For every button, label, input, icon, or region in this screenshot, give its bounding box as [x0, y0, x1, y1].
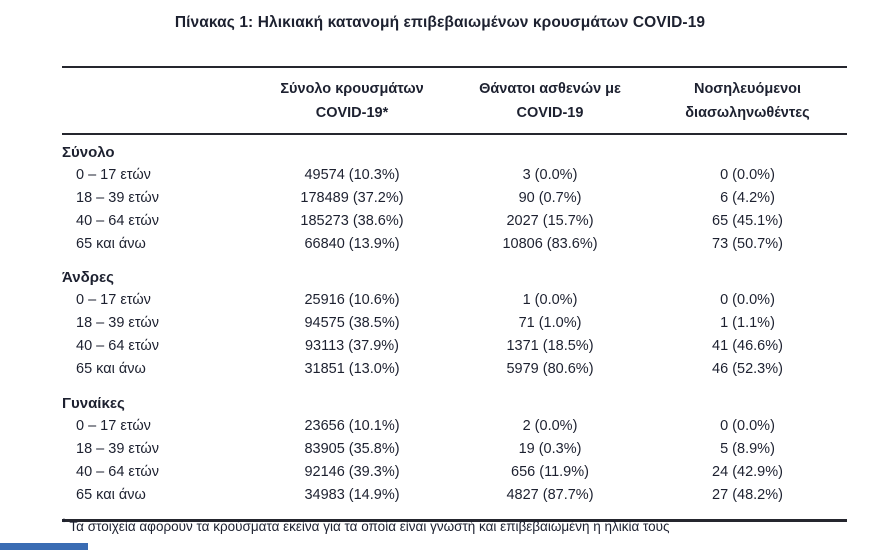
- footnote-text: Τα στοιχεία αφορούν τα κρούσματα εκείνα …: [69, 519, 670, 534]
- cases-value: 185273 (38.6%): [300, 213, 404, 229]
- cases-value: 83905 (35.8%): [304, 441, 400, 457]
- table-header-rule: [62, 133, 847, 135]
- age-label: 18 – 39 ετών: [76, 190, 159, 206]
- intubated-value: 6 (4.2%): [720, 190, 775, 206]
- table-row: 0 – 17 ετών 25916 (10.6%) 1 (0.0%) 0 (0.…: [62, 289, 847, 312]
- deaths-value: 1 (0.0%): [522, 292, 578, 308]
- column-header-intubated: Νοσηλευόμενοι διασωληνωθέντες: [648, 77, 847, 125]
- age-label: 18 – 39 ετών: [76, 441, 159, 457]
- intubated-value: 0 (0.0%): [720, 418, 775, 434]
- age-label: 0 – 17 ετών: [76, 167, 151, 183]
- cutoff-blue-band: [0, 543, 88, 550]
- footnote: * Τα στοιχεία αφορούν τα κρούσματα εκείν…: [62, 518, 847, 536]
- column-header-deaths-line2: COVID-19: [516, 105, 584, 121]
- deaths-value: 3 (0.0%): [522, 167, 578, 183]
- table-row: 65 και άνω 34983 (14.9%) 4827 (87.7%) 27…: [62, 484, 847, 507]
- age-label: 18 – 39 ετών: [76, 315, 159, 331]
- age-label: 0 – 17 ετών: [76, 292, 151, 308]
- covid-age-table: Σύνολο κρουσμάτων COVID-19* Θάνατοι ασθε…: [62, 66, 847, 522]
- table-row: 40 – 64 ετών 185273 (38.6%) 2027 (15.7%)…: [62, 210, 847, 233]
- table-body: Σύνολο 0 – 17 ετών 49574 (10.3%) 3 (0.0%…: [62, 141, 847, 519]
- age-label: 40 – 64 ετών: [76, 213, 159, 229]
- cases-value: 92146 (39.3%): [304, 464, 400, 480]
- table-header-row: Σύνολο κρουσμάτων COVID-19* Θάνατοι ασθε…: [62, 68, 847, 133]
- deaths-value: 71 (1.0%): [518, 315, 582, 331]
- table-bottom-rule: [62, 519, 847, 522]
- intubated-value: 24 (42.9%): [712, 464, 783, 480]
- deaths-value: 4827 (87.7%): [506, 487, 594, 503]
- intubated-value: 0 (0.0%): [720, 292, 775, 308]
- deaths-value: 19 (0.3%): [518, 441, 582, 457]
- column-header-intubated-line1: Νοσηλευόμενοι: [693, 81, 802, 97]
- deaths-value: 1371 (18.5%): [506, 338, 594, 354]
- column-header-intubated-line2: διασωληνωθέντες: [685, 105, 810, 121]
- deaths-value: 2 (0.0%): [522, 418, 578, 434]
- deaths-value: 5979 (80.6%): [506, 361, 594, 377]
- table-row: 65 και άνω 66840 (13.9%) 10806 (83.6%) 7…: [62, 233, 847, 256]
- header-spacer: [62, 77, 252, 125]
- cases-value: 31851 (13.0%): [304, 361, 400, 377]
- cases-value: 66840 (13.9%): [304, 236, 400, 252]
- column-header-cases: Σύνολο κρουσμάτων COVID-19*: [252, 77, 452, 125]
- cases-value: 93113 (37.9%): [304, 338, 400, 354]
- cases-value: 49574 (10.3%): [304, 167, 400, 183]
- age-label: 40 – 64 ετών: [76, 464, 159, 480]
- deaths-value: 2027 (15.7%): [506, 213, 594, 229]
- table-row: 40 – 64 ετών 93113 (37.9%) 1371 (18.5%) …: [62, 335, 847, 358]
- table-row: 0 – 17 ετών 49574 (10.3%) 3 (0.0%) 0 (0.…: [62, 164, 847, 187]
- table-row: 18 – 39 ετών 94575 (38.5%) 71 (1.0%) 1 (…: [62, 312, 847, 335]
- table-row: 65 και άνω 31851 (13.0%) 5979 (80.6%) 46…: [62, 358, 847, 381]
- cases-value: 94575 (38.5%): [304, 315, 400, 331]
- age-label: 65 και άνω: [76, 236, 146, 252]
- cases-value: 23656 (10.1%): [304, 418, 400, 434]
- table-row: 18 – 39 ετών 83905 (35.8%) 19 (0.3%) 5 (…: [62, 438, 847, 461]
- table-row: 0 – 17 ετών 23656 (10.1%) 2 (0.0%) 0 (0.…: [62, 415, 847, 438]
- column-header-deaths: Θάνατοι ασθενών με COVID-19: [452, 77, 648, 125]
- intubated-value: 5 (8.9%): [720, 441, 775, 457]
- footnote-marker: *: [62, 517, 66, 529]
- column-header-deaths-line1: Θάνατοι ασθενών με: [479, 81, 621, 97]
- deaths-value: 10806 (83.6%): [502, 236, 598, 252]
- intubated-value: 65 (45.1%): [712, 213, 783, 229]
- deaths-value: 90 (0.7%): [518, 190, 582, 206]
- intubated-value: 0 (0.0%): [720, 167, 775, 183]
- section-label-total: Σύνολο: [62, 144, 115, 161]
- intubated-value: 73 (50.7%): [712, 236, 783, 252]
- age-label: 65 και άνω: [76, 361, 146, 377]
- intubated-value: 1 (1.1%): [720, 315, 775, 331]
- table-row: 18 – 39 ετών 178489 (37.2%) 90 (0.7%) 6 …: [62, 187, 847, 210]
- cases-value: 178489 (37.2%): [300, 190, 404, 206]
- cases-value: 25916 (10.6%): [304, 292, 400, 308]
- section-label-women: Γυναίκες: [62, 395, 125, 412]
- intubated-value: 27 (48.2%): [712, 487, 783, 503]
- column-header-cases-line1: Σύνολο κρουσμάτων: [280, 81, 424, 97]
- intubated-value: 46 (52.3%): [712, 361, 783, 377]
- age-label: 40 – 64 ετών: [76, 338, 159, 354]
- cases-value: 34983 (14.9%): [304, 487, 400, 503]
- age-label: 65 και άνω: [76, 487, 146, 503]
- column-header-cases-line2: COVID-19*: [315, 105, 389, 121]
- page-title: Πίνακας 1: Ηλικιακή κατανομή επιβεβαιωμέ…: [174, 14, 706, 31]
- deaths-value: 656 (11.9%): [511, 464, 589, 480]
- intubated-value: 41 (46.6%): [712, 338, 783, 354]
- age-label: 0 – 17 ετών: [76, 418, 151, 434]
- table-top-rule: [62, 66, 847, 68]
- section-label-men: Άνδρες: [62, 269, 114, 286]
- table-row: 40 – 64 ετών 92146 (39.3%) 656 (11.9%) 2…: [62, 461, 847, 484]
